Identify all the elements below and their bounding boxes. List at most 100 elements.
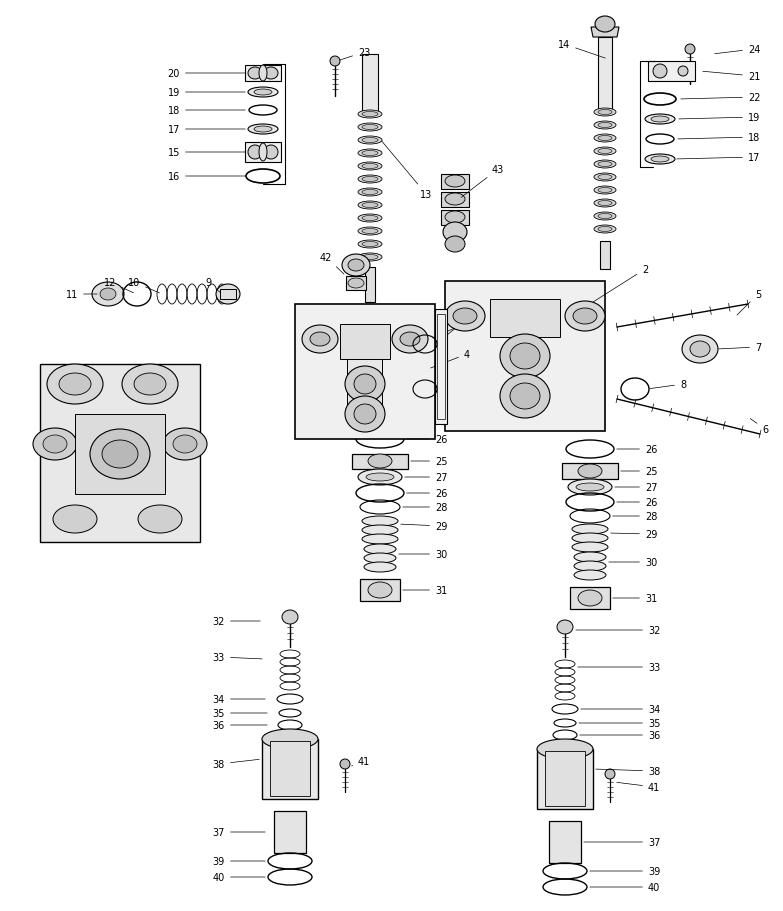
Bar [365, 268, 375, 302]
Text: 38: 38 [596, 766, 660, 776]
Ellipse shape [138, 506, 182, 534]
Ellipse shape [358, 189, 382, 197]
Ellipse shape [33, 428, 77, 460]
Bar [362, 55, 378, 115]
Ellipse shape [578, 465, 602, 478]
Ellipse shape [500, 374, 550, 418]
Ellipse shape [264, 68, 278, 80]
Ellipse shape [364, 545, 396, 555]
Polygon shape [352, 455, 408, 469]
Bar [40, 364, 200, 542]
Text: 30: 30 [608, 558, 657, 568]
Ellipse shape [362, 190, 378, 195]
Ellipse shape [368, 582, 392, 599]
Ellipse shape [366, 474, 394, 482]
Text: 2: 2 [584, 265, 648, 308]
Text: 34: 34 [213, 694, 265, 704]
Text: 20: 20 [168, 69, 245, 79]
Ellipse shape [594, 200, 616, 208]
Ellipse shape [358, 469, 402, 486]
Ellipse shape [342, 255, 370, 277]
Ellipse shape [358, 176, 382, 184]
Text: 29: 29 [611, 529, 658, 539]
Ellipse shape [598, 175, 612, 180]
Text: 14: 14 [558, 40, 605, 59]
Bar [347, 360, 382, 410]
Ellipse shape [510, 343, 540, 370]
Polygon shape [245, 66, 281, 82]
Text: 27: 27 [405, 473, 448, 483]
Ellipse shape [59, 374, 91, 395]
Text: 10: 10 [128, 278, 160, 293]
Text: 40: 40 [213, 872, 265, 882]
Bar [545, 752, 585, 806]
Text: 11: 11 [66, 290, 97, 300]
Ellipse shape [574, 561, 606, 571]
Ellipse shape [358, 254, 382, 261]
Ellipse shape [362, 138, 378, 143]
Ellipse shape [362, 230, 378, 234]
Ellipse shape [594, 109, 616, 117]
Ellipse shape [645, 115, 675, 125]
Ellipse shape [362, 517, 398, 527]
Text: 28: 28 [402, 503, 447, 512]
Ellipse shape [368, 455, 392, 468]
Ellipse shape [653, 65, 667, 79]
Ellipse shape [595, 17, 615, 33]
Ellipse shape [572, 525, 608, 535]
Ellipse shape [594, 148, 616, 156]
Ellipse shape [598, 189, 612, 193]
Text: 26: 26 [407, 435, 447, 445]
Text: 22: 22 [680, 93, 760, 103]
Bar [600, 241, 610, 270]
Text: 37: 37 [584, 837, 660, 847]
Text: 18: 18 [168, 106, 245, 116]
Ellipse shape [354, 374, 376, 394]
Text: 19: 19 [679, 113, 760, 123]
Text: 42: 42 [320, 252, 344, 275]
Ellipse shape [358, 163, 382, 171]
Ellipse shape [445, 237, 465, 252]
Bar [598, 38, 612, 113]
Text: 24: 24 [715, 45, 760, 55]
Ellipse shape [173, 435, 197, 454]
Text: 31: 31 [402, 586, 447, 596]
Bar [537, 749, 593, 809]
Ellipse shape [122, 364, 178, 404]
Ellipse shape [254, 90, 272, 96]
Ellipse shape [248, 68, 262, 80]
Ellipse shape [90, 429, 150, 479]
Ellipse shape [682, 335, 718, 363]
Bar [437, 314, 445, 420]
Ellipse shape [43, 435, 67, 454]
Text: 4: 4 [431, 350, 470, 369]
Ellipse shape [254, 127, 272, 133]
Text: 39: 39 [213, 856, 265, 866]
Ellipse shape [340, 759, 350, 769]
Bar [270, 742, 310, 796]
Bar [360, 579, 400, 601]
Text: 35: 35 [579, 718, 660, 728]
Polygon shape [591, 28, 619, 38]
Bar [220, 290, 236, 300]
Ellipse shape [594, 161, 616, 169]
Text: 36: 36 [579, 731, 660, 740]
Ellipse shape [576, 484, 604, 491]
Ellipse shape [362, 126, 378, 130]
Ellipse shape [598, 110, 612, 116]
Ellipse shape [572, 534, 608, 543]
Text: 3: 3 [444, 314, 470, 338]
Text: 6: 6 [750, 419, 768, 435]
Ellipse shape [651, 117, 669, 123]
Ellipse shape [445, 194, 465, 206]
Text: 29: 29 [401, 521, 447, 531]
Bar [340, 324, 390, 360]
Ellipse shape [594, 174, 616, 182]
Ellipse shape [362, 255, 378, 261]
Ellipse shape [362, 526, 398, 536]
Text: 39: 39 [590, 866, 660, 876]
Ellipse shape [354, 404, 376, 425]
Ellipse shape [651, 157, 669, 163]
Bar [262, 739, 318, 799]
Text: 34: 34 [581, 704, 660, 714]
